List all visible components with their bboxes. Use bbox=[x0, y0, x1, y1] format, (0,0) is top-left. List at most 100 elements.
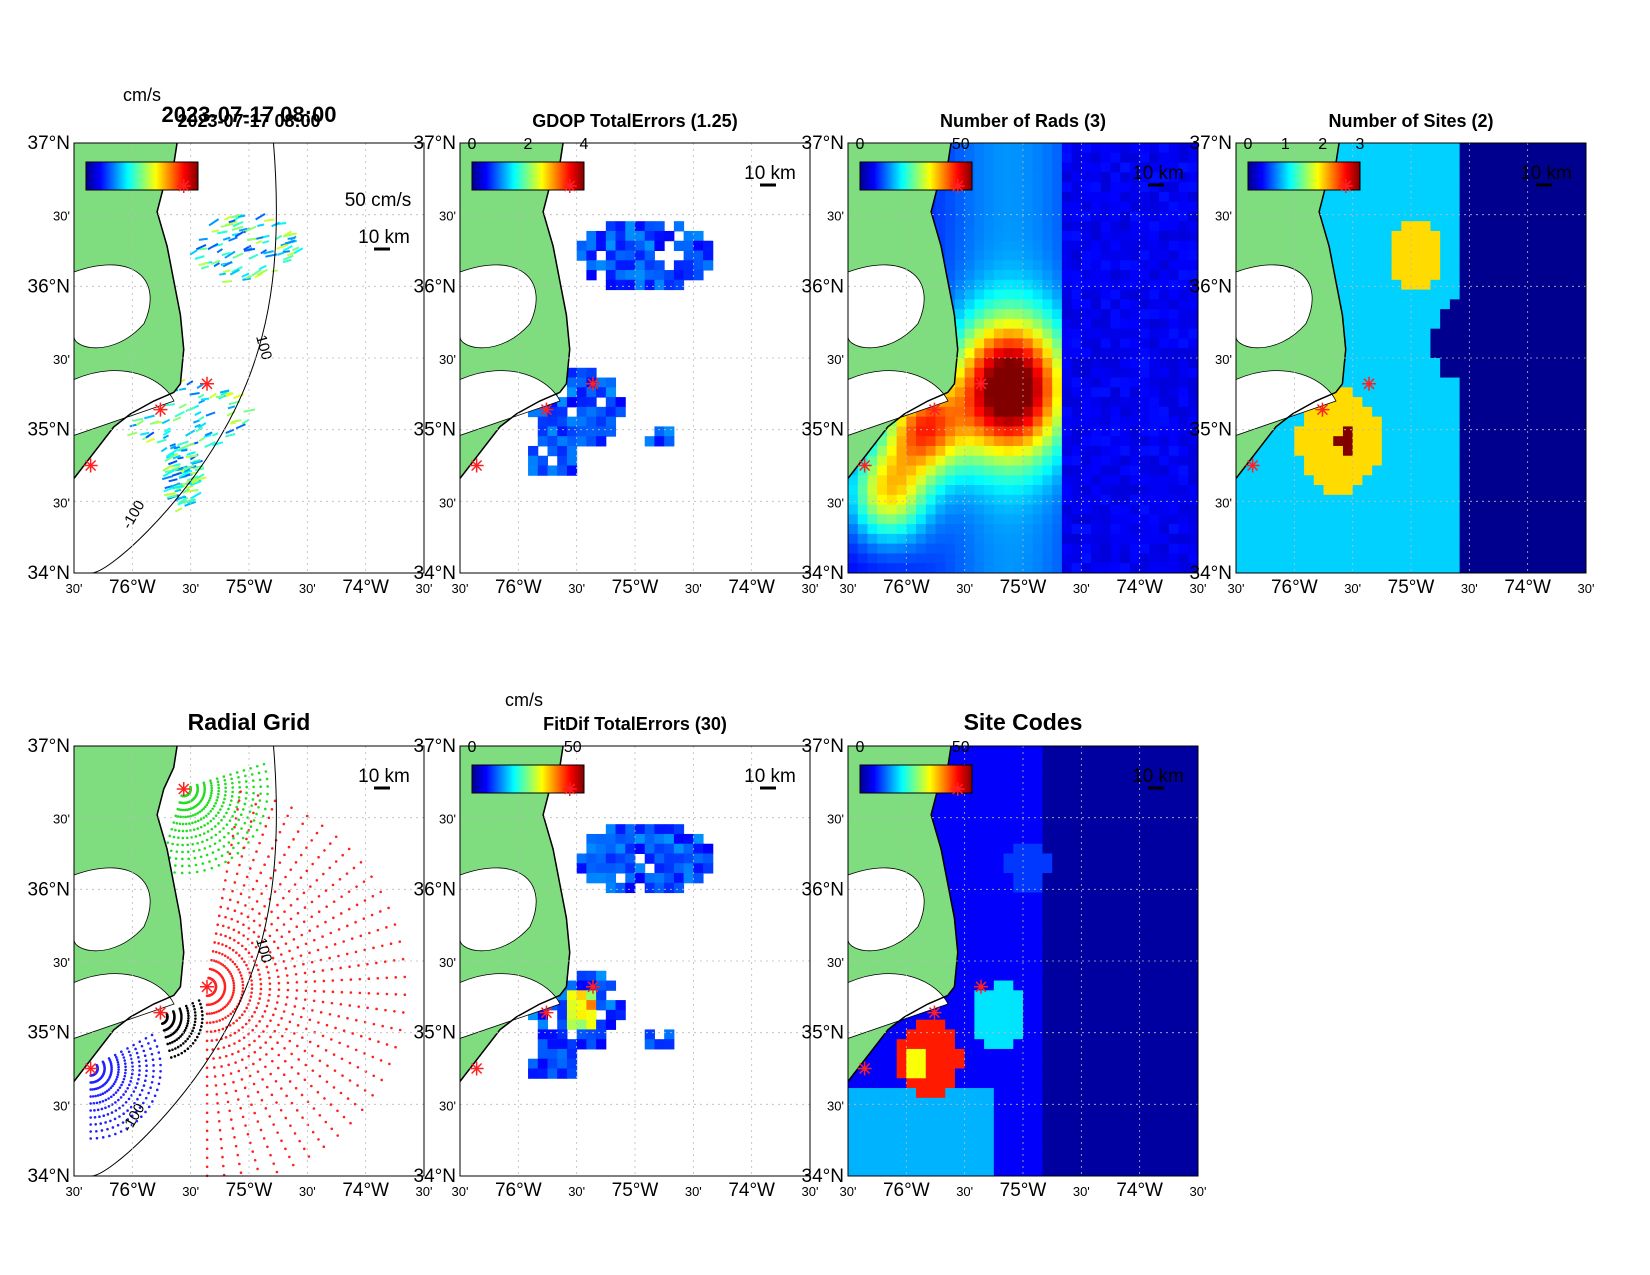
field-cell bbox=[1547, 397, 1558, 408]
field-cell bbox=[1430, 309, 1441, 320]
radial-grid-point bbox=[253, 1050, 257, 1054]
sound-water bbox=[847, 264, 925, 349]
radial-grid-point bbox=[265, 1024, 269, 1028]
field-cell bbox=[974, 436, 985, 447]
field-cell bbox=[848, 504, 859, 515]
field-cell bbox=[1032, 416, 1043, 427]
field-cell bbox=[877, 465, 888, 476]
field-cell bbox=[1304, 445, 1315, 457]
field-cell bbox=[1352, 211, 1363, 222]
current-vector bbox=[161, 418, 171, 425]
field-cell bbox=[1013, 230, 1024, 242]
field-cell bbox=[1537, 240, 1548, 251]
field-cell bbox=[1149, 494, 1160, 506]
field-cell bbox=[1391, 328, 1402, 339]
field-cell bbox=[1081, 172, 1092, 183]
radial-grid-point bbox=[233, 881, 237, 884]
radial-grid-point bbox=[267, 971, 270, 974]
radial-grid-point bbox=[194, 820, 197, 824]
field-cell bbox=[1168, 279, 1180, 291]
current-vector bbox=[178, 471, 189, 479]
radial-grid-point bbox=[181, 843, 184, 847]
field-cell bbox=[1342, 485, 1354, 496]
field-cell bbox=[1576, 152, 1587, 164]
radial-grid-point bbox=[334, 835, 338, 839]
lon-tick-label: 74°W bbox=[728, 577, 775, 598]
field-cell bbox=[867, 504, 878, 515]
field-cell bbox=[1100, 211, 1111, 222]
field-cell bbox=[1372, 367, 1383, 379]
field-cell bbox=[1342, 406, 1354, 418]
field-cell bbox=[1139, 143, 1150, 154]
lon-tick-label: 30' bbox=[1228, 581, 1245, 596]
field-cell bbox=[1381, 406, 1393, 418]
field-cell bbox=[1129, 299, 1141, 310]
field-cell bbox=[896, 475, 907, 486]
field-cell bbox=[1333, 436, 1344, 447]
field-cell bbox=[1081, 367, 1092, 379]
field-cell bbox=[1188, 426, 1199, 437]
field-cell bbox=[1547, 494, 1558, 506]
field-cell bbox=[1178, 416, 1189, 427]
radial-grid-point bbox=[259, 1128, 263, 1132]
error-cell bbox=[683, 270, 694, 281]
field-cell bbox=[935, 201, 946, 212]
radial-grid-point bbox=[303, 1147, 306, 1151]
field-cell bbox=[1362, 475, 1373, 486]
field-cell bbox=[1168, 182, 1180, 193]
current-vector bbox=[163, 486, 174, 493]
field-cell bbox=[945, 250, 956, 261]
current-vector bbox=[231, 266, 243, 273]
current-vector bbox=[173, 445, 180, 450]
field-cell bbox=[984, 533, 995, 545]
field-cell bbox=[1449, 221, 1461, 232]
error-cell bbox=[528, 465, 539, 476]
field-cell bbox=[1013, 279, 1024, 291]
radial-grid-point bbox=[220, 1065, 223, 1068]
field-cell bbox=[1313, 533, 1324, 545]
field-cell bbox=[993, 406, 1005, 418]
field-cell bbox=[1401, 494, 1412, 506]
radial-grid-point bbox=[313, 980, 317, 983]
map-panel-totals: 37°N30'36°N30'35°N30'34°N30' 76°W 30' 75°W 3… bbox=[28, 85, 433, 598]
radial-grid-point bbox=[291, 957, 294, 960]
field-cell bbox=[1159, 524, 1170, 535]
radial-grid-point bbox=[259, 821, 262, 825]
field-cell bbox=[1469, 201, 1480, 212]
radial-grid-point bbox=[237, 1050, 240, 1053]
field-cell bbox=[1440, 436, 1451, 447]
field-cell bbox=[1110, 533, 1121, 545]
radial-grid-point bbox=[347, 907, 351, 911]
field-cell bbox=[906, 563, 917, 574]
field-cell bbox=[974, 426, 985, 437]
error-cell bbox=[615, 270, 626, 281]
field-cell bbox=[1236, 533, 1247, 545]
field-cell bbox=[1566, 182, 1577, 193]
field-cell bbox=[1149, 182, 1160, 193]
field-cell bbox=[1023, 289, 1034, 300]
field-cell bbox=[1566, 377, 1577, 388]
field-cell bbox=[1459, 465, 1470, 476]
field-cell bbox=[1391, 221, 1402, 232]
field-cell bbox=[1061, 553, 1073, 564]
error-cell bbox=[683, 250, 694, 261]
field-cell bbox=[1091, 533, 1102, 545]
field-cell bbox=[916, 406, 927, 418]
field-cell bbox=[1362, 416, 1373, 427]
field-cell bbox=[1401, 143, 1412, 154]
field-cell bbox=[1159, 338, 1170, 349]
field-cell bbox=[906, 426, 917, 437]
field-cell bbox=[1420, 524, 1431, 535]
field-cell bbox=[1556, 299, 1568, 310]
radial-grid-point bbox=[164, 1035, 168, 1039]
field-cell bbox=[1245, 494, 1256, 506]
field-cell bbox=[974, 338, 985, 349]
colorbar-tick: 2 bbox=[1318, 136, 1327, 153]
field-cell bbox=[993, 162, 1005, 173]
field-cell bbox=[1178, 387, 1189, 398]
field-cell bbox=[1372, 328, 1383, 339]
radial-grid-point bbox=[311, 862, 314, 866]
field-cell bbox=[1149, 406, 1160, 418]
map-frame bbox=[459, 142, 811, 574]
error-cell bbox=[625, 279, 636, 291]
